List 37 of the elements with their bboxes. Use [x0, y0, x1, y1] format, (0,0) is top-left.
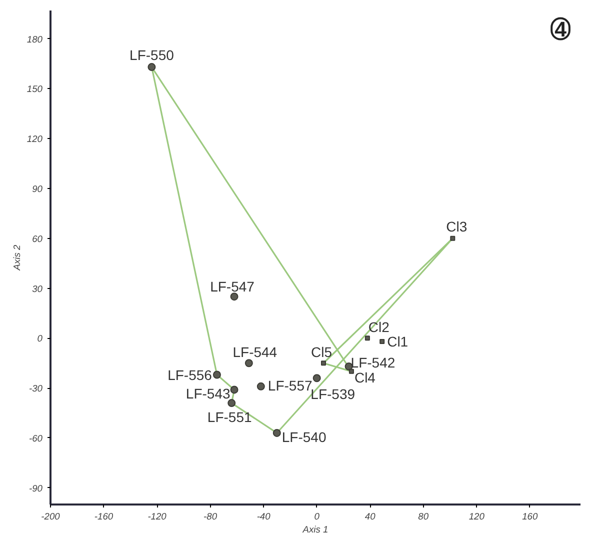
x-tick-label: -40 — [256, 512, 272, 522]
annotation: LF-556 — [168, 366, 212, 383]
y-tick-label: -60 — [29, 433, 44, 444]
x-tick-label: 80 — [418, 512, 430, 522]
y-tick-label: 60 — [32, 234, 44, 244]
annotation: Cl1 — [387, 333, 408, 350]
annotation: 4 — [554, 17, 567, 42]
y-tick-label: 30 — [32, 284, 44, 294]
annotation: LF-543 — [186, 386, 230, 402]
annotation: LF-540 — [282, 428, 326, 445]
annotation: LF-539 — [310, 386, 356, 402]
y-tick-label: -90 — [29, 483, 44, 494]
annotation: Cl5 — [310, 344, 332, 360]
y-tick-label: 150 — [26, 84, 44, 94]
annotation: LF-551 — [207, 409, 252, 426]
annotation: LF-550 — [130, 47, 174, 64]
annotation: LF-547 — [210, 278, 255, 295]
annotation: LF-557 — [268, 377, 312, 394]
x-axis-title: Axis 1 — [302, 524, 328, 534]
annotation: LF-544 — [232, 344, 278, 360]
annotation: Cl3 — [446, 218, 468, 234]
x-tick-label: -120 — [148, 512, 168, 522]
x-tick-label: 0 — [314, 512, 320, 522]
annotation: Cl4 — [354, 369, 376, 386]
y-tick-label: 90 — [32, 184, 44, 194]
x-tick-label: 120 — [468, 512, 486, 522]
x-tick-label: -80 — [204, 512, 218, 522]
x-tick-label: 40 — [364, 512, 376, 522]
x-tick-label: -200 — [41, 512, 61, 522]
annotation: LF-542 — [350, 354, 396, 370]
y-tick-label: 120 — [26, 134, 44, 144]
y-axis-title: Axis 2 — [12, 244, 22, 272]
x-tick-label: 160 — [522, 512, 538, 522]
y-tick-label: -30 — [29, 384, 44, 394]
y-tick-label: 0 — [37, 334, 44, 344]
y-tick-label: 180 — [26, 34, 44, 44]
x-tick-label: -160 — [94, 512, 114, 522]
